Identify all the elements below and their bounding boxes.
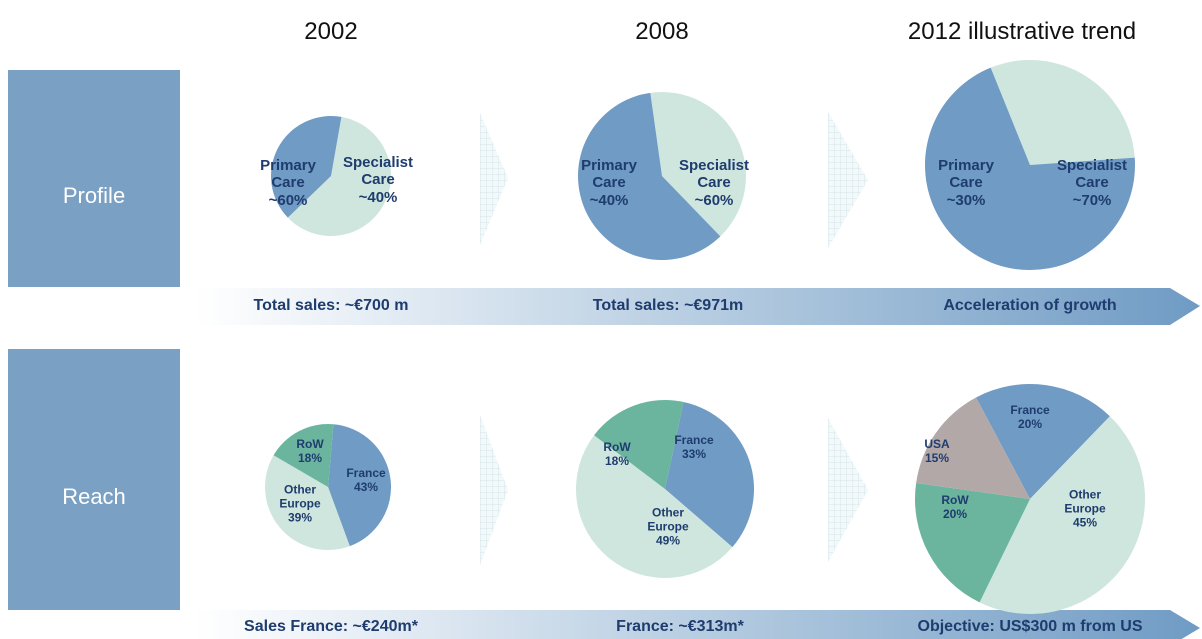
caption: Acceleration of growth [943, 297, 1117, 314]
slice-value: 43% [353, 480, 379, 494]
slice-category: USA [924, 437, 950, 452]
slice-category: Specialist Care [1056, 157, 1128, 192]
slice-category: Specialist Care [342, 154, 414, 189]
chevron [828, 418, 868, 562]
slice-value: ~40% [589, 191, 629, 209]
pie-slice [650, 91, 747, 237]
slice-category: Other Europe [1064, 487, 1106, 516]
slice-label: Primary Care ~30% [926, 157, 1006, 209]
slice-label: RoW 20% [930, 493, 980, 522]
slice-label: Other Europe 49% [643, 506, 693, 547]
chevron [480, 415, 508, 565]
pie-slice [328, 424, 392, 547]
caption: Sales France: ~€240m* [244, 618, 418, 635]
row-label: Reach [62, 484, 126, 509]
slice-label: France 43% [341, 466, 391, 495]
caption: Total sales: ~€971m [592, 297, 744, 314]
column-heading: 2002 [304, 18, 358, 45]
pie-slice [916, 397, 1030, 499]
slice-label: Primary Care ~60% [248, 157, 328, 209]
slice-category: France [674, 433, 714, 448]
pie-slice [265, 455, 350, 550]
slice-value: 45% [1072, 514, 1098, 529]
slice-category: RoW [296, 437, 324, 452]
slice-label: Primary Care ~40% [569, 157, 649, 209]
slice-category: RoW [603, 440, 631, 455]
slice-value: ~30% [946, 191, 986, 209]
pie-slice [976, 383, 1110, 499]
slice-category: France [1010, 403, 1050, 418]
slice-label: Specialist Care ~70% [1052, 157, 1132, 209]
pie-slice [594, 400, 684, 489]
pie-slice [575, 435, 733, 579]
pie-slice [273, 424, 334, 487]
slice-label: France 20% [1005, 403, 1055, 432]
slice-category: Other Europe [647, 505, 689, 534]
row-box [8, 349, 180, 610]
pie-slice [979, 416, 1146, 615]
slice-category: Primary Care [260, 157, 316, 192]
caption: Total sales: ~€700 m [253, 297, 409, 314]
row-box [8, 70, 180, 287]
slice-label: Specialist Care ~40% [338, 154, 418, 206]
arrow-band [195, 610, 1200, 639]
slice-value: ~60% [694, 191, 734, 209]
slice-value: 20% [942, 507, 968, 521]
slice-category: Primary Care [581, 157, 637, 192]
slice-category: France [346, 466, 386, 481]
slice-value: ~60% [268, 191, 308, 209]
slice-value: 39% [287, 509, 313, 524]
pie-slice [287, 116, 391, 236]
caption: Objective: US$300 m from US [917, 618, 1143, 635]
slice-label: Other Europe 39% [275, 483, 325, 524]
slice-value: 33% [681, 447, 707, 461]
column-heading: 2012 illustrative trend [907, 18, 1137, 45]
slice-value: 20% [1017, 417, 1043, 431]
caption: France: ~€313m* [616, 618, 744, 635]
slice-category: RoW [941, 493, 969, 508]
row-label: Profile [62, 183, 126, 208]
slice-value: 18% [297, 451, 323, 465]
chevron [480, 113, 508, 245]
slice-category: Primary Care [938, 157, 994, 192]
pie-slice [271, 116, 342, 218]
pie-slice [990, 59, 1135, 165]
slice-value: 49% [655, 532, 681, 547]
slice-value: ~40% [358, 188, 398, 206]
slice-value: 18% [604, 454, 630, 468]
pie-slice [915, 482, 1030, 603]
pie-slice [925, 67, 1135, 271]
column-heading: 2008 [635, 18, 689, 45]
slice-label: RoW 18% [592, 440, 642, 469]
pie-slice [665, 401, 754, 548]
chevron [828, 112, 868, 248]
slice-value: ~70% [1072, 191, 1112, 209]
arrow-band [195, 288, 1200, 325]
slice-label: Specialist Care ~60% [674, 157, 754, 209]
slice-label: France 33% [669, 433, 719, 462]
slice-label: Other Europe 45% [1060, 488, 1110, 529]
slice-category: Other Europe [279, 482, 321, 511]
slice-label: RoW 18% [285, 437, 335, 466]
slice-value: 15% [924, 451, 950, 465]
pie-slice [578, 92, 721, 261]
slice-category: Specialist Care [678, 157, 750, 192]
slice-label: USA 15% [912, 437, 962, 466]
